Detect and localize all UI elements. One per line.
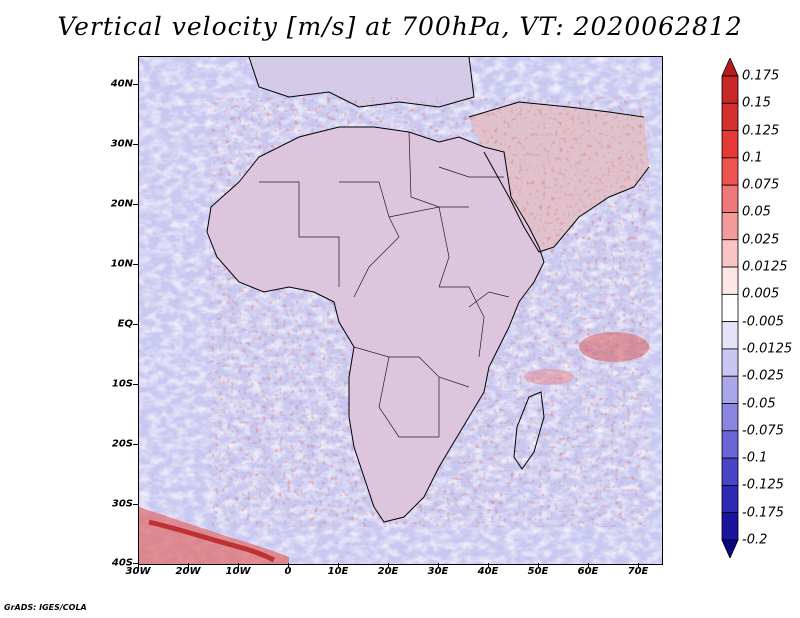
lon-label-50e: 50E [527,566,549,577]
colorbar-label: 0.05 [742,204,771,220]
colorbar [721,58,739,558]
lon-tick [488,563,489,568]
colorbar-segment [721,102,739,131]
lon-label-30w: 30W [125,566,151,577]
colorbar-segment [721,157,739,186]
lon-tick [538,563,539,568]
lon-label-30e: 30E [427,566,449,577]
lon-label-60e: 60E [577,566,599,577]
lat-label-20n: 20N [110,198,133,210]
mozambique-channel-patch [524,369,574,385]
colorbar-top-arrow [721,58,739,77]
lon-tick [288,563,289,568]
lon-label-70e: 70E [627,566,649,577]
colorbar-segment [721,239,739,268]
lat-label-10s: 10S [111,378,133,390]
colorbar-segment [721,375,739,404]
lon-tick [138,563,139,568]
lat-label-10n: 10N [110,258,133,270]
lon-tick [588,563,589,568]
footer-credit: GrADS: IGES/COLA [4,603,87,612]
chart-title: Vertical velocity [m/s] at 700hPa, VT: 2… [57,12,743,41]
lon-label-20w: 20W [175,566,201,577]
colorbar-label: 0.1 [742,150,763,166]
indian-ocean-red-patch [579,332,649,362]
colorbar-label: -0.025 [742,368,784,384]
colorbar-bottom-arrow [721,539,739,558]
lon-tick [188,563,189,568]
colorbar-segment [721,512,739,541]
colorbar-label: -0.125 [742,477,784,493]
lon-tick [338,563,339,568]
colorbar-segment [721,457,739,486]
colorbar-label: -0.2 [742,532,768,548]
colorbar-segment [721,321,739,350]
lat-tick [133,204,138,205]
colorbar-segment [721,212,739,241]
colorbar-segment [721,430,739,459]
lon-tick [238,563,239,568]
lat-label-eq: EQ [117,318,133,330]
colorbar-segment [721,266,739,295]
colorbar-label: -0.1 [742,450,768,466]
lat-tick [133,264,138,265]
lat-tick [133,144,138,145]
colorbar-label: 0.175 [742,68,780,84]
lat-label-40n: 40N [110,78,133,90]
lat-label-20s: 20S [111,438,133,450]
colorbar-label: 0.0125 [742,259,788,275]
lon-label-40e: 40E [477,566,499,577]
lon-tick [438,563,439,568]
colorbar-segment [721,485,739,514]
lon-label-10e: 10E [327,566,349,577]
atlantic-red-streak-core [148,519,276,563]
lon-tick [638,563,639,568]
colorbar-label: 0.15 [742,95,771,111]
colorbar-segment [721,130,739,159]
colorbar-label: 0.075 [742,177,780,193]
colorbar-label: -0.0125 [742,341,793,357]
colorbar-segment [721,348,739,377]
lon-label-20e: 20E [377,566,399,577]
map-frame [138,56,663,565]
coastlines [206,57,650,523]
lat-tick [133,84,138,85]
colorbar-segment [721,403,739,432]
lat-label-30n: 30N [110,138,133,150]
lat-label-40s: 40S [111,557,133,569]
lat-tick [133,384,138,385]
lat-label-30s: 30S [111,498,133,510]
colorbar-label: 0.005 [742,286,780,302]
lon-tick [388,563,389,568]
colorbar-segment [721,293,739,323]
lat-tick [133,563,138,564]
colorbar-label: 0.025 [742,232,780,248]
colorbar-label: -0.05 [742,396,776,412]
lat-tick [133,324,138,325]
colorbar-segment [721,184,739,213]
colorbar-label: -0.075 [742,423,784,439]
lat-tick [133,444,138,445]
colorbar-label: 0.125 [742,123,780,139]
colorbar-label: -0.175 [742,505,784,521]
lon-label-10w: 10W [225,566,251,577]
lat-tick [133,504,138,505]
colorbar-segment [721,75,739,104]
colorbar-label: -0.005 [742,314,784,330]
lon-label-0: 0 [284,566,292,577]
vertical-velocity-map [139,57,662,564]
country-borders [259,131,510,438]
